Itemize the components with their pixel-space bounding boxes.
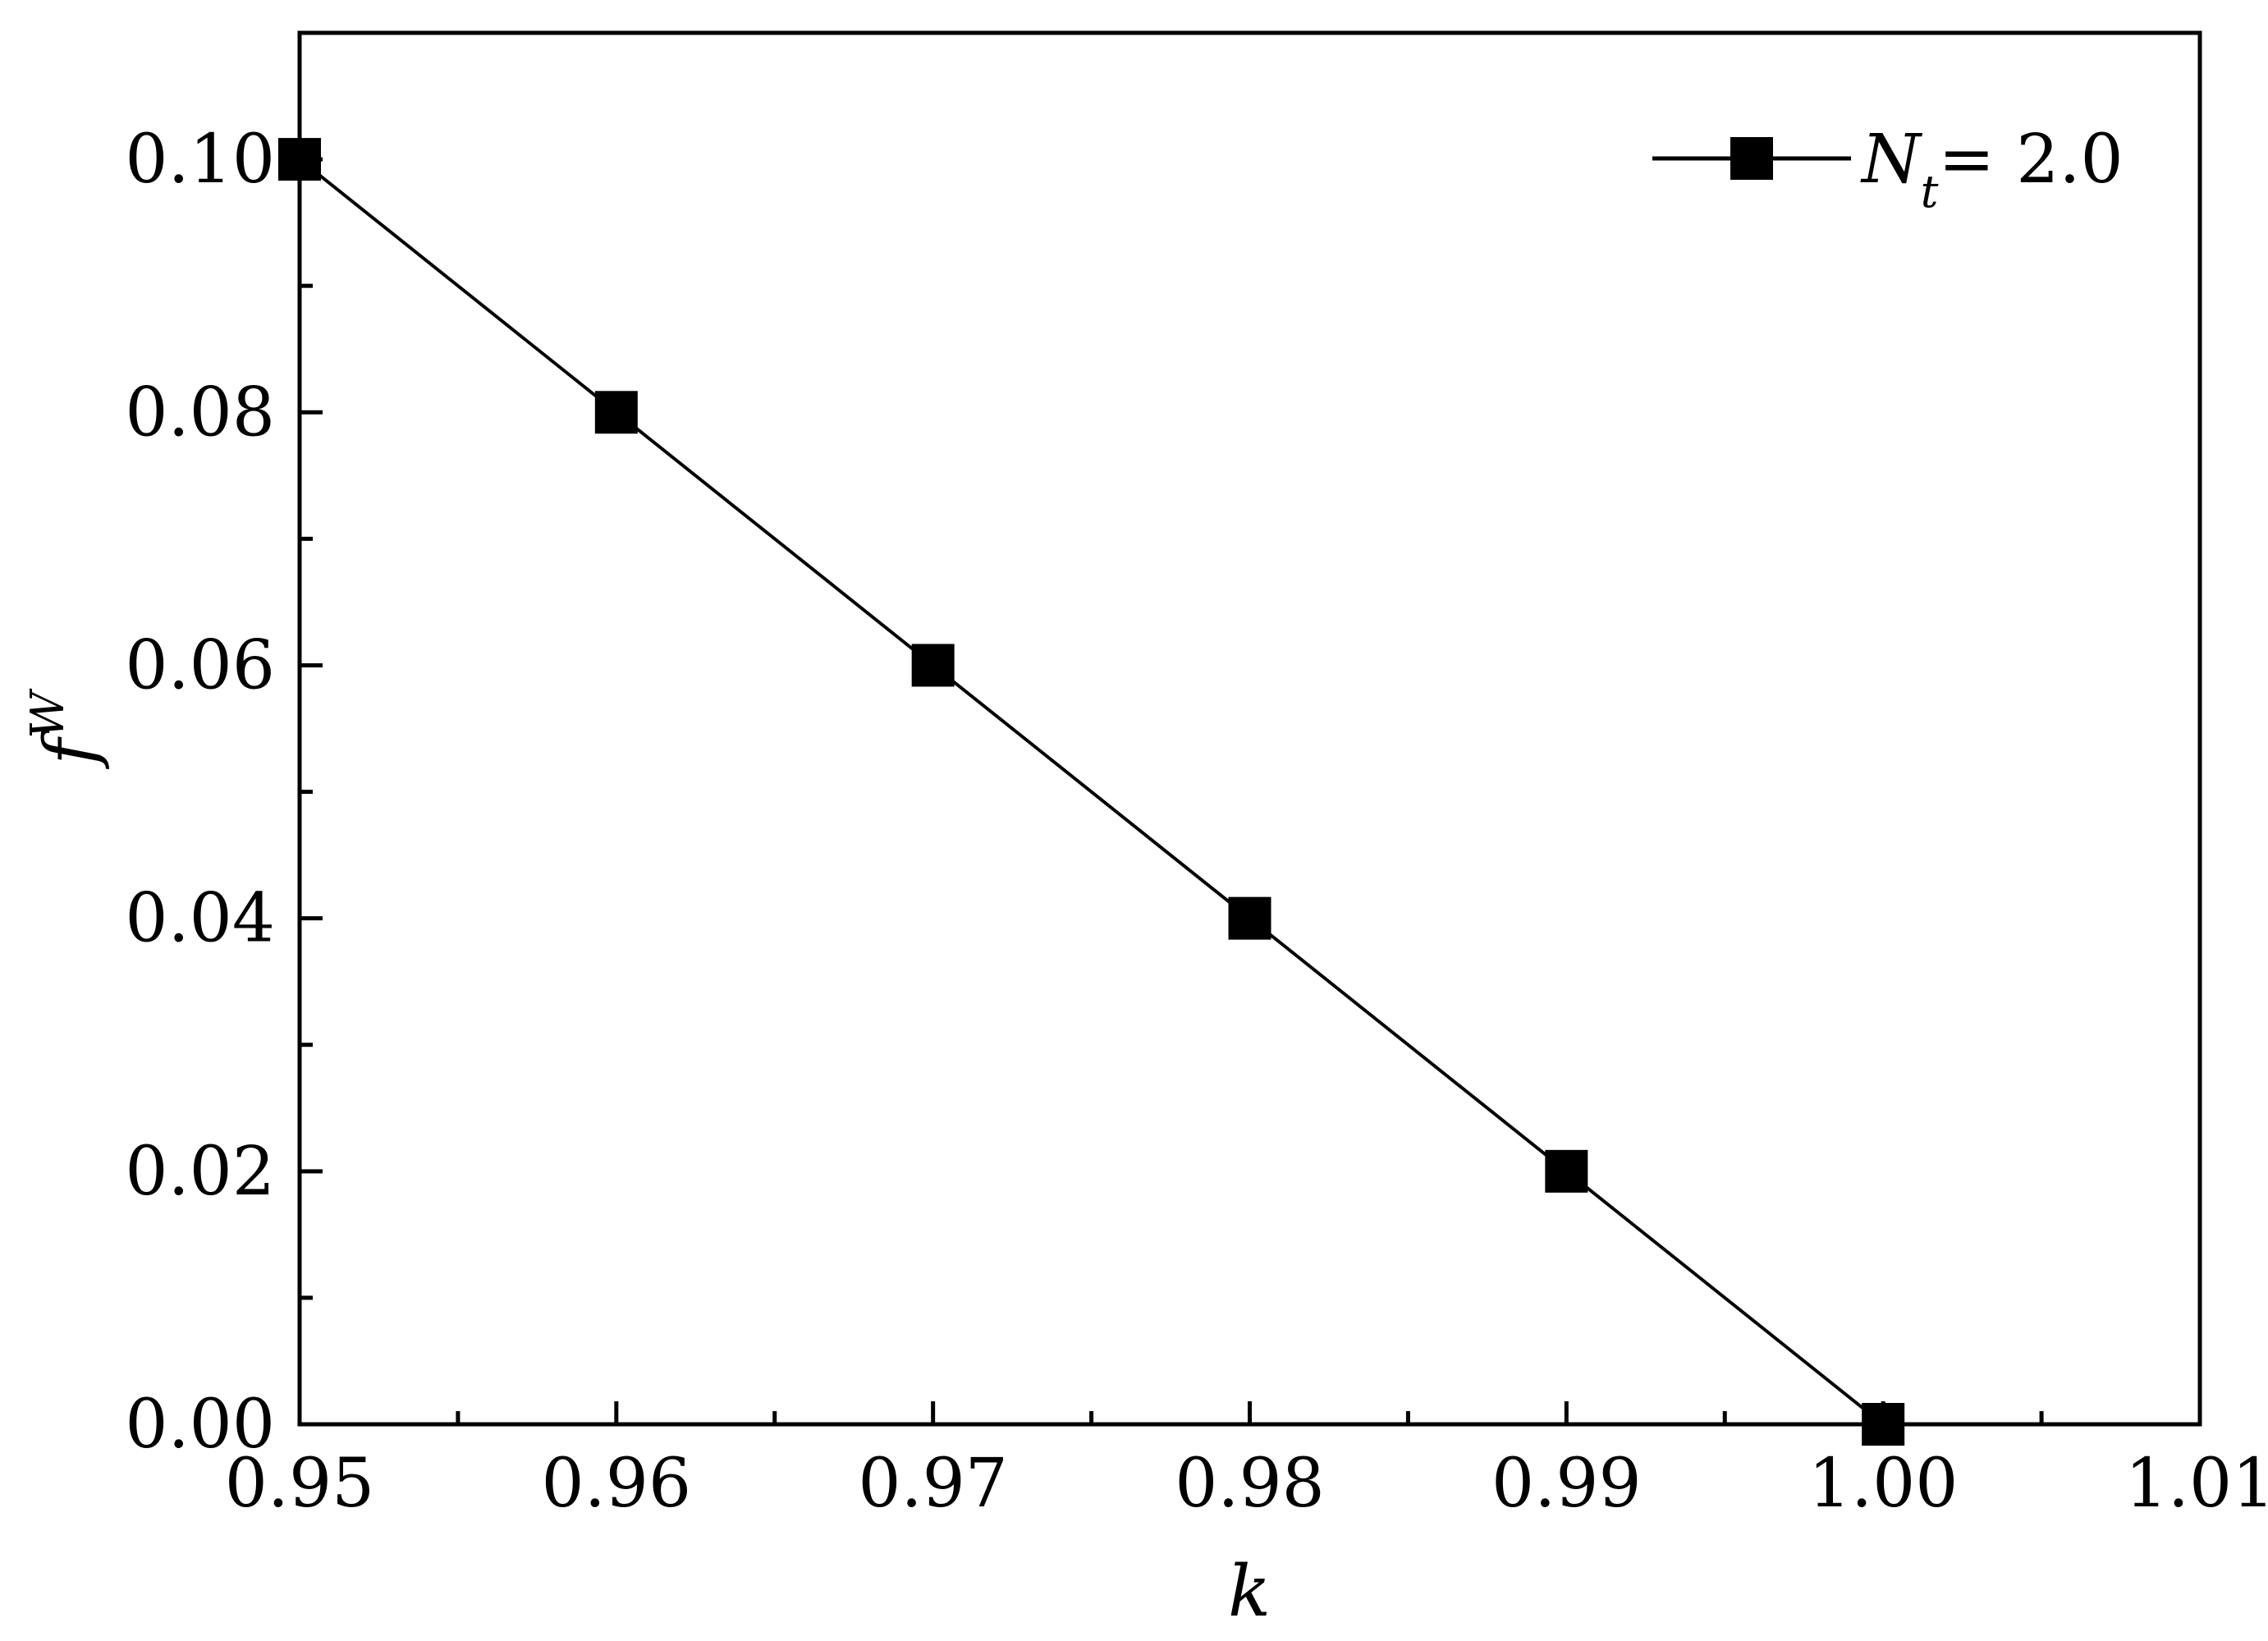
x-tick-label: 0.98 (1175, 1445, 1325, 1523)
series-layer (278, 138, 1905, 1446)
x-tick-label: 0.97 (858, 1445, 1008, 1523)
data-point (278, 138, 321, 181)
series-line (298, 158, 1885, 1426)
y-tick-label: 0.10 (125, 121, 275, 199)
y-tick-label: 0.00 (125, 1386, 275, 1464)
x-tick-label: 1.00 (1808, 1445, 1959, 1523)
x-tick-label: 0.95 (225, 1445, 375, 1523)
legend-label-main: N (1860, 121, 1923, 199)
y-tick-label: 0.08 (125, 374, 275, 452)
x-tick-label: 0.99 (1491, 1445, 1642, 1523)
x-tick-labels: 0.95 0.96 0.97 0.98 0.99 1.00 1.01 (225, 1445, 2268, 1523)
plot-frame (297, 30, 2202, 1427)
data-point (594, 391, 638, 434)
legend-marker (1730, 137, 1773, 180)
legend: Nt= 2.0 (1652, 121, 2124, 218)
legend-label: Nt= 2.0 (1860, 121, 2124, 218)
y-tick-labels: 0.00 0.02 0.04 0.06 0.08 0.10 (125, 121, 275, 1464)
data-point (911, 644, 955, 687)
y-axis-title: fW (21, 688, 112, 770)
y-tick-label: 0.04 (125, 880, 275, 958)
y-tick-label: 0.02 (125, 1133, 275, 1211)
legend-label-rest: = 2.0 (1938, 121, 2123, 199)
data-point (1545, 1149, 1588, 1193)
x-tick-label: 0.96 (542, 1445, 692, 1523)
legend-label-subscript: t (1921, 166, 1939, 218)
x-axis-title: k (1228, 1551, 1271, 1633)
data-point (1228, 896, 1271, 940)
data-point (1862, 1403, 1905, 1446)
x-tick-label: 1.01 (2125, 1445, 2268, 1523)
y-axis-title-superscript: W (21, 688, 75, 739)
y-tick-label: 0.06 (125, 626, 275, 704)
axis-ticks (297, 157, 2202, 1427)
